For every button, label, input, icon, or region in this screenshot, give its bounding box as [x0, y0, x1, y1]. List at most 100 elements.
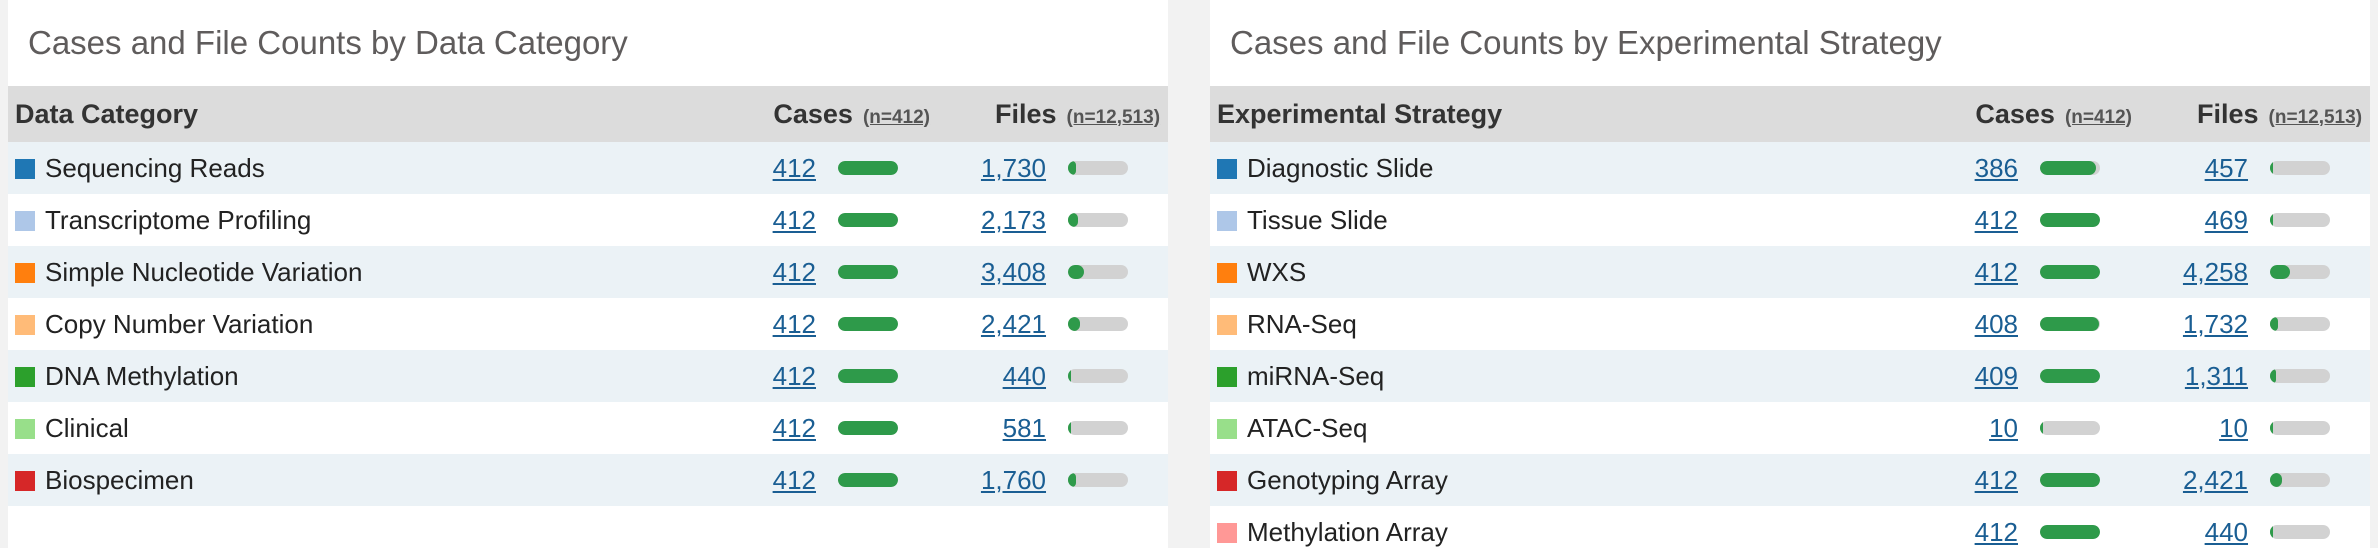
category-cell: Genotyping Array — [1210, 454, 1910, 506]
category-label: RNA-Seq — [1247, 308, 1357, 339]
category-cell: Methylation Array — [1210, 506, 1910, 548]
cases-count-link[interactable]: 409 — [1974, 360, 2018, 391]
cases-progress-fill — [2040, 317, 2100, 331]
files-cell: 2,421 — [938, 298, 1068, 350]
cases-count-link[interactable]: 412 — [772, 360, 816, 391]
category-label: Sequencing Reads — [45, 152, 265, 183]
cases-cell: 408 — [1910, 298, 2040, 350]
files-total-label: (n=12,513) — [2268, 106, 2363, 128]
files-count-link[interactable]: 1,311 — [2184, 360, 2249, 391]
category-color-swatch — [1217, 262, 1237, 283]
cases-count-link[interactable]: 412 — [772, 308, 816, 339]
files-bar-cell — [1068, 402, 1168, 454]
files-progress-bar — [1068, 369, 1129, 383]
files-progress-fill — [2270, 525, 2274, 539]
files-bar-cell — [2270, 402, 2370, 454]
cases-bar-cell — [838, 194, 938, 246]
cases-count-link[interactable]: 412 — [772, 412, 816, 443]
table-row: ATAC-Seq 10 10 — [1210, 402, 2370, 454]
files-cell: 440 — [2140, 506, 2270, 548]
files-progress-fill — [2270, 161, 2274, 175]
files-bar-cell — [2270, 246, 2370, 298]
files-progress-bar — [2270, 525, 2331, 539]
cases-count-link[interactable]: 412 — [1974, 256, 2018, 287]
table-row: Clinical 412 581 — [8, 402, 1168, 454]
files-progress-fill — [1068, 473, 1077, 487]
files-bar-cell — [2270, 350, 2370, 402]
files-count-link[interactable]: 581 — [1002, 412, 1047, 443]
table-row: Biospecimen 412 1,760 — [8, 454, 1168, 506]
cases-count-link[interactable]: 386 — [1974, 152, 2018, 183]
cases-bar-cell — [838, 142, 938, 194]
cases-bar-cell — [838, 246, 938, 298]
cases-progress-bar — [838, 369, 898, 383]
cases-cell: 412 — [1910, 246, 2040, 298]
cases-progress-fill — [838, 369, 898, 383]
cases-cell: 412 — [708, 350, 838, 402]
files-progress-bar — [2270, 369, 2331, 383]
table-row: miRNA-Seq 409 1,311 — [1210, 350, 2370, 402]
files-count-link[interactable]: 2,173 — [980, 204, 1047, 235]
category-color-swatch — [1217, 522, 1237, 543]
category-cell: ATAC-Seq — [1210, 402, 1910, 454]
category-label: Copy Number Variation — [45, 308, 314, 339]
category-cell: Sequencing Reads — [8, 142, 708, 194]
files-count-link[interactable]: 2,421 — [2182, 464, 2249, 495]
panel-title: Cases and File Counts by Experimental St… — [1230, 24, 1942, 61]
experimental-strategy-table: Experimental Strategy Cases (n=412) Files… — [1210, 86, 2370, 548]
files-count-link[interactable]: 2,421 — [980, 308, 1047, 339]
files-bar-cell — [2270, 298, 2370, 350]
files-count-link[interactable]: 4,258 — [2182, 256, 2249, 287]
cases-progress-fill — [2040, 369, 2100, 383]
files-bar-cell — [2270, 506, 2370, 548]
column-header-cases[interactable]: Cases (n=412) — [708, 86, 938, 142]
files-count-link[interactable]: 457 — [2204, 152, 2249, 183]
cases-count-link[interactable]: 412 — [772, 152, 816, 183]
files-progress-fill — [2270, 213, 2274, 227]
cases-bar-cell — [2040, 194, 2140, 246]
files-count-link[interactable]: 1,732 — [2182, 308, 2249, 339]
column-header-cases[interactable]: Cases (n=412) — [1910, 86, 2140, 142]
table-row: WXS 412 4,258 — [1210, 246, 2370, 298]
table-row: Methylation Array 412 440 — [1210, 506, 2370, 548]
files-count-link[interactable]: 440 — [1002, 360, 1047, 391]
column-header-files[interactable]: Files (n=12,513) — [938, 86, 1168, 142]
cases-progress-fill — [2040, 421, 2043, 435]
files-count-link[interactable]: 10 — [2219, 412, 2249, 443]
files-count-link[interactable]: 1,730 — [980, 152, 1047, 183]
category-color-swatch — [1217, 210, 1237, 231]
column-header-strategy[interactable]: Experimental Strategy — [1217, 98, 1503, 129]
files-count-link[interactable]: 469 — [2204, 204, 2249, 235]
category-cell: Diagnostic Slide — [1210, 142, 1910, 194]
category-cell: Copy Number Variation — [8, 298, 708, 350]
cases-count-link[interactable]: 408 — [1974, 308, 2018, 339]
category-color-swatch — [1217, 418, 1237, 439]
files-count-link[interactable]: 440 — [2204, 516, 2249, 547]
category-label: Genotyping Array — [1247, 464, 1448, 495]
column-header-files[interactable]: Files (n=12,513) — [2140, 86, 2370, 142]
category-label: miRNA-Seq — [1247, 360, 1385, 391]
files-cell: 4,258 — [2140, 246, 2270, 298]
column-header-category[interactable]: Data Category — [15, 98, 199, 129]
cases-cell: 409 — [1910, 350, 2040, 402]
cases-count-link[interactable]: 412 — [1974, 516, 2018, 547]
files-progress-bar — [2270, 317, 2331, 331]
cases-count-link[interactable]: 412 — [772, 204, 816, 235]
category-label: DNA Methylation — [45, 360, 239, 391]
files-progress-fill — [2270, 265, 2291, 279]
cases-count-link[interactable]: 412 — [772, 256, 816, 287]
files-cell: 1,730 — [938, 142, 1068, 194]
cases-cell: 412 — [708, 194, 838, 246]
cases-progress-bar — [838, 473, 898, 487]
cases-count-link[interactable]: 412 — [772, 464, 816, 495]
category-color-swatch — [1217, 366, 1237, 387]
cases-count-link[interactable]: 412 — [1974, 204, 2018, 235]
cases-count-link[interactable]: 412 — [1974, 464, 2018, 495]
cases-cell: 412 — [1910, 506, 2040, 548]
files-count-link[interactable]: 1,760 — [980, 464, 1047, 495]
cases-count-link[interactable]: 10 — [1989, 412, 2018, 443]
category-cell: Clinical — [8, 402, 708, 454]
cases-progress-bar — [2040, 161, 2100, 175]
files-count-link[interactable]: 3,408 — [980, 256, 1047, 287]
